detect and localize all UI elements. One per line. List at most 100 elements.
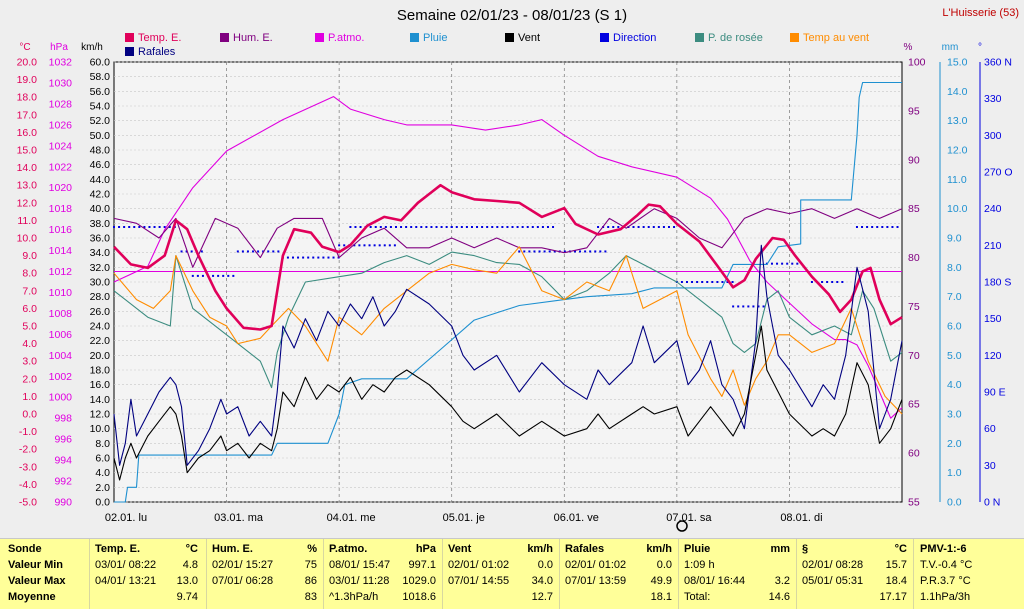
legend-label: Temp au vent: [803, 32, 869, 44]
pressure-tick-label: 1018: [49, 203, 73, 215]
direction-point: [861, 226, 864, 228]
temp-tick-label: 19.0: [17, 74, 38, 86]
direction-point: [553, 250, 556, 253]
direction-point: [886, 226, 889, 228]
humidity-tick-label: 100: [908, 57, 926, 69]
temp-tick-label: -1.0: [19, 426, 37, 438]
wind-tick-label: 40.0: [90, 203, 111, 215]
direction-point: [770, 262, 773, 265]
x-tick-label: 05.01. je: [443, 512, 485, 524]
legend-swatch: [695, 33, 704, 42]
direction-point: [358, 244, 361, 247]
direction-point: [538, 250, 541, 253]
direction-point: [394, 226, 397, 228]
stats-wind: Vent km/h 02/01/ 01:02 0.0 07/01/ 14:55 …: [442, 539, 559, 609]
direction-point: [123, 226, 126, 228]
direction-tick-label: 210: [984, 240, 1002, 252]
direction-point: [826, 281, 829, 283]
weather-chart: Semaine 02/01/23 - 08/01/23 (S 1) L'Huis…: [17, 7, 1019, 532]
direction-point: [747, 305, 750, 308]
direction-point: [312, 256, 315, 259]
legend-swatch: [790, 33, 799, 42]
direction-point: [876, 226, 879, 228]
pressure-tick-label: 1000: [49, 392, 73, 404]
legend-swatch: [220, 33, 229, 42]
direction-point: [148, 226, 151, 228]
direction-point: [696, 281, 699, 283]
direction-point: [291, 256, 294, 259]
stats-gust-max: 49.9: [650, 575, 672, 587]
direction-point: [222, 274, 225, 277]
wind-tick-label: 18.0: [90, 365, 111, 377]
temp-tick-label: -4.0: [19, 479, 37, 491]
direction-point: [599, 250, 602, 253]
direction-point: [521, 226, 524, 228]
direction-point: [212, 274, 215, 277]
pressure-tick-label: 1026: [49, 119, 73, 131]
direction-point: [241, 250, 244, 253]
direction-point: [762, 305, 765, 308]
direction-point: [881, 226, 884, 228]
rain-unit: mm: [942, 42, 959, 53]
rain-tick-label: 6.0: [947, 321, 962, 333]
direction-point: [662, 226, 665, 228]
axis-titles: °C hPa km/h % mm °: [19, 42, 982, 53]
direction-point: [384, 226, 387, 228]
temp-tick-label: 18.0: [17, 92, 38, 104]
direction-point: [118, 226, 121, 228]
direction-point: [511, 226, 514, 228]
pressure-tick-label: 1014: [49, 245, 73, 257]
pressure-tick-label: 990: [54, 497, 72, 509]
x-tick-label: 06.01. ve: [554, 512, 599, 524]
chart-legend: Temp. E. Hum. E. P.atmo. Pluie Vent Direction…: [125, 32, 869, 58]
temp-tick-label: 2.0: [22, 373, 37, 385]
direction-point: [716, 281, 719, 283]
stats-gust-max-date: 07/01/ 13:59: [565, 575, 627, 587]
direction-point: [711, 281, 714, 283]
rain-tick-label: 2.0: [947, 438, 962, 450]
direction-point: [531, 226, 534, 228]
legend-swatch: [125, 47, 134, 56]
direction-point: [450, 226, 453, 228]
direction-point: [866, 226, 869, 228]
direction-point: [200, 250, 203, 253]
stats-wind-avg: 12.7: [531, 591, 553, 603]
legend-label: Direction: [613, 32, 656, 44]
wind-tick-label: 30.0: [90, 277, 111, 289]
stats-press-avg: 1018.6: [402, 591, 436, 603]
stats-hum-min-date: 02/01/ 15:27: [212, 559, 274, 571]
temp-tick-label: 14.0: [17, 162, 38, 174]
temp-tick-label: 8.0: [22, 268, 37, 280]
direction-point: [855, 226, 858, 228]
wind-tick-label: 38.0: [90, 218, 111, 230]
direction-point: [781, 262, 784, 265]
direction-point: [168, 226, 171, 228]
direction-tick-label: 30: [984, 460, 996, 472]
chart-title: Semaine 02/01/23 - 08/01/23 (S 1): [397, 7, 627, 24]
stats-press-min-date: 08/01/ 15:47: [329, 559, 391, 571]
series-hum-e-: [113, 208, 903, 268]
direction-point: [548, 250, 551, 253]
wind-tick-label: 12.0: [90, 409, 111, 421]
stats-temp-min: 4.8: [182, 559, 198, 571]
direction-point: [518, 250, 521, 253]
direction-point: [632, 226, 635, 228]
direction-point: [597, 226, 600, 228]
stats-press-unit: hPa: [415, 543, 436, 555]
direction-point: [685, 281, 688, 283]
wind-tick-label: 8.0: [95, 438, 110, 450]
x-tick-label: 04.01. me: [327, 512, 376, 524]
direction-point: [673, 226, 676, 228]
temp-tick-label: 10.0: [17, 233, 38, 245]
temp-tick-label: 6.0: [22, 303, 37, 315]
direction-point: [389, 226, 392, 228]
direction-tick-label: 180 S: [984, 277, 1011, 289]
legend-label: Hum. E.: [233, 32, 273, 44]
temp-tick-label: -3.0: [19, 461, 37, 473]
humidity-tick-label: 70: [908, 350, 920, 362]
direction-point: [185, 250, 188, 253]
temp-tick-label: 17.0: [17, 109, 38, 121]
direction-point: [163, 226, 166, 228]
direction-point: [791, 262, 794, 265]
stats-dew-avg: 17.17: [879, 591, 907, 603]
